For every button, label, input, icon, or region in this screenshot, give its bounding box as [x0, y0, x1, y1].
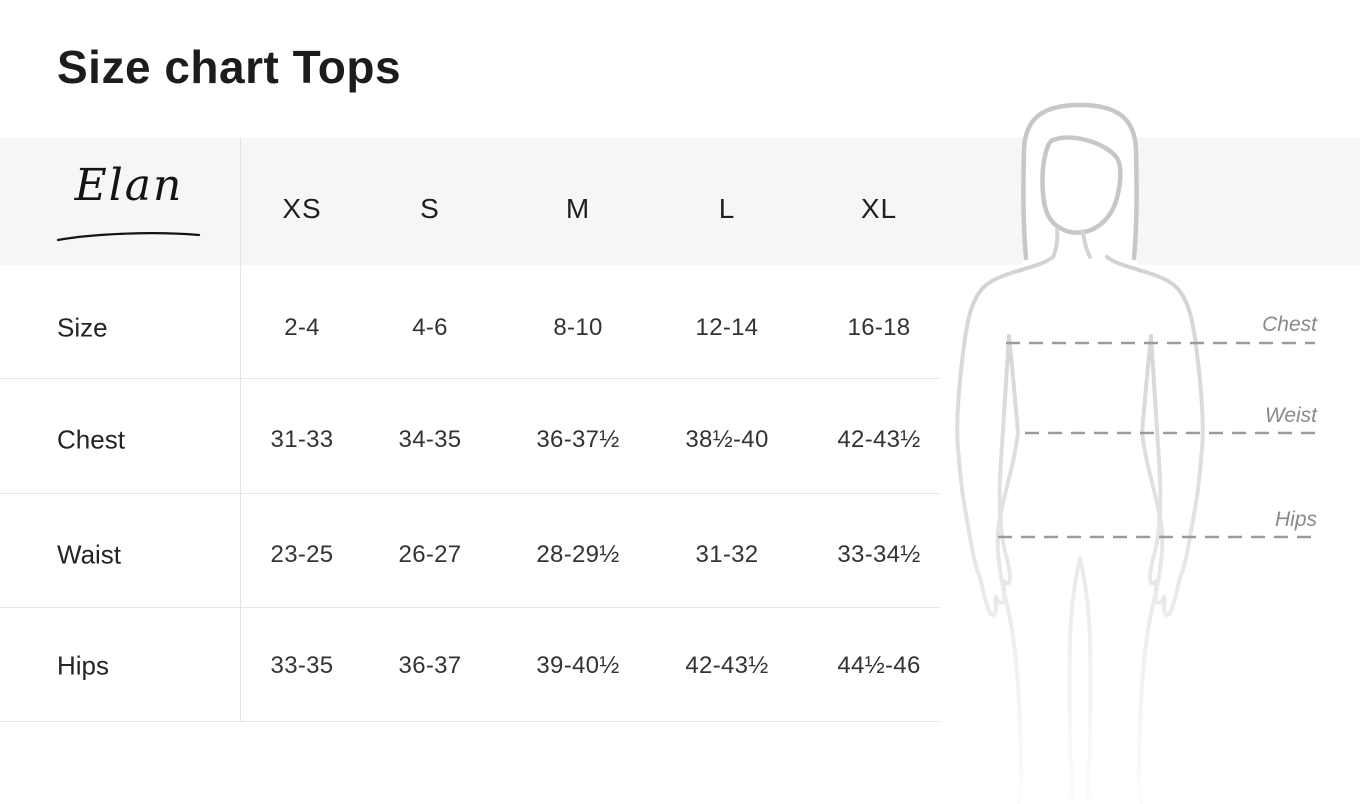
row-label-size: Size	[57, 312, 108, 343]
row-separator	[0, 378, 940, 379]
row-separator	[0, 721, 940, 722]
body-outline-left	[955, 255, 1055, 804]
table-cell: 42-43½	[837, 426, 921, 453]
brand-logo: Elan	[53, 160, 205, 246]
column-header-xs: XS	[282, 193, 322, 224]
hair-outline-icon	[1021, 102, 1139, 261]
column-header-l: L	[718, 193, 736, 224]
body-outline-right	[1105, 255, 1205, 804]
table-cell: 39-40½	[536, 652, 620, 679]
table-cell: 28-29½	[536, 541, 620, 568]
figure-hips-label: Hips	[1274, 508, 1317, 531]
table-vertical-divider	[240, 138, 241, 722]
column-header-m: M	[565, 193, 591, 224]
table-cell: 4-6	[412, 314, 448, 341]
inner-leg-line	[1078, 556, 1093, 802]
column-header-s: S	[420, 193, 440, 224]
table-cell: 36-37½	[536, 426, 620, 453]
table-cell: 33-34½	[837, 541, 921, 568]
table-cell: 42-43½	[685, 652, 769, 679]
row-label-waist: Waist	[57, 539, 122, 570]
table-cell: 31-33	[270, 426, 334, 453]
table-cell: 36-37	[398, 652, 462, 679]
table-cell: 16-18	[847, 314, 911, 341]
table-cell: 8-10	[553, 314, 603, 341]
row-separator	[0, 607, 940, 608]
body-silhouette	[955, 102, 1315, 804]
inner-leg-line	[1067, 556, 1082, 802]
page-title: Size chart Tops	[57, 41, 402, 93]
table-cell: 33-35	[270, 652, 334, 679]
table-cell: 31-32	[695, 541, 759, 568]
neck-line	[1051, 228, 1060, 259]
column-header-xl: XL	[860, 193, 898, 224]
table-cell: 2-4	[284, 314, 320, 341]
row-label-hips: Hips	[57, 650, 110, 681]
figure-waist-label: Weist	[1264, 404, 1317, 427]
table-cell: 12-14	[695, 314, 759, 341]
table-cell: 26-27	[398, 541, 462, 568]
figure-chest-label: Chest	[1262, 313, 1317, 336]
row-separator	[0, 493, 940, 494]
brand-logo-text: Elan	[74, 160, 184, 211]
table-cell: 34-35	[398, 426, 462, 453]
face-outline-icon	[1040, 135, 1123, 235]
row-label-chest: Chest	[57, 424, 125, 455]
neck-line	[1081, 229, 1092, 259]
table-cell: 38½-40	[685, 426, 769, 453]
table-cell: 44½-46	[837, 652, 921, 679]
brand-logo-underline	[56, 232, 201, 242]
table-cell: 23-25	[270, 541, 334, 568]
